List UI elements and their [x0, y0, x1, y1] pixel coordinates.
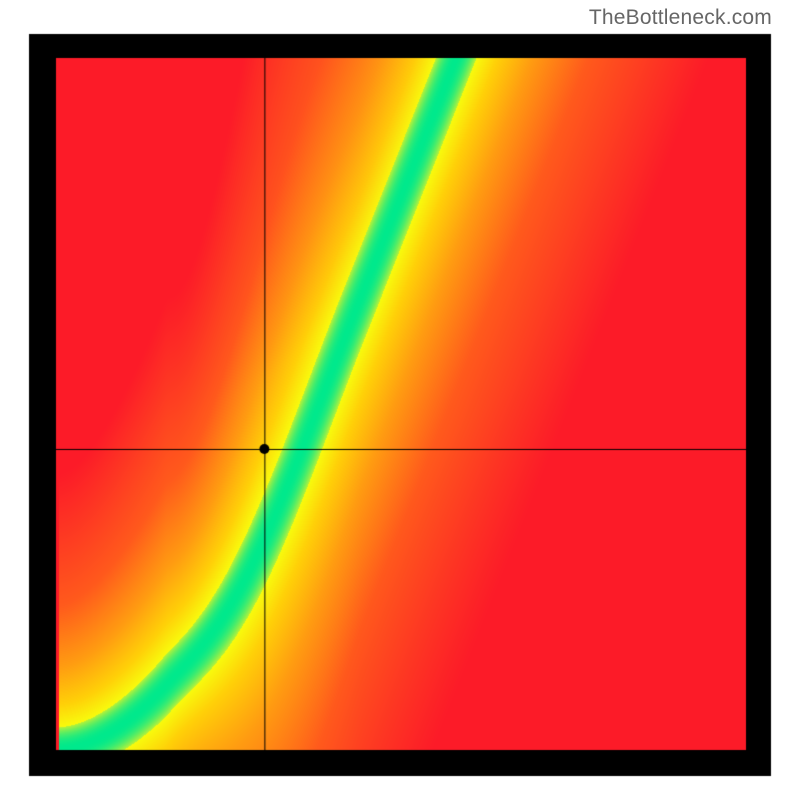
bottleneck-heatmap	[0, 0, 800, 800]
watermark-text: TheBottleneck.com	[589, 6, 772, 30]
chart-container: TheBottleneck.com	[0, 0, 800, 800]
